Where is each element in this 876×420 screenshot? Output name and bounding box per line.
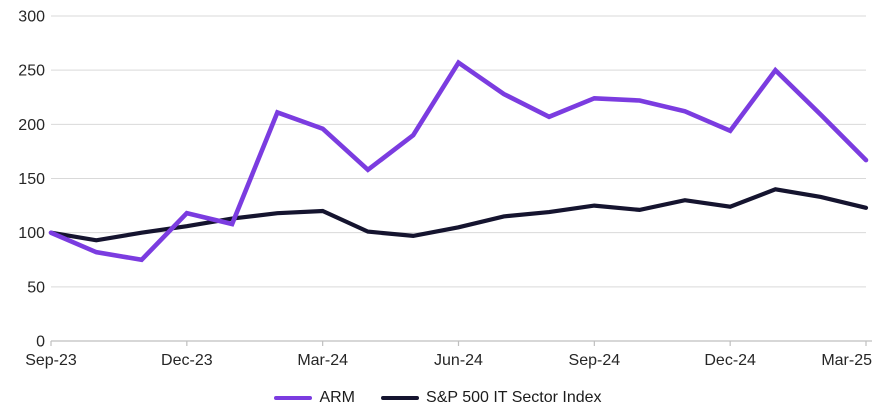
x-axis-tick-label: Sep-23 <box>25 352 77 369</box>
chart-plot-area: 0 50 100 150 200 250 300 Sep-23 Dec-23 Mar-24 Jun-… <box>18 9 872 370</box>
legend-label-sp500-it: S&P 500 IT Sector Index <box>426 389 602 406</box>
x-axis-tick-label: Dec-23 <box>161 352 213 369</box>
y-axis-tick-label: 50 <box>27 279 45 296</box>
legend-label-arm: ARM <box>319 389 356 406</box>
y-axis-tick-label: 300 <box>18 9 45 26</box>
chart-legend: ARM S&P 500 IT Sector Index <box>0 389 876 407</box>
y-axis-tick-label: 0 <box>36 334 45 351</box>
series-line-arm <box>48 59 869 263</box>
y-axis-tick-label: 150 <box>18 171 45 188</box>
x-axis-tick-label: Mar-25 <box>821 352 872 369</box>
y-axis-tick-label: 100 <box>18 225 45 242</box>
x-axis-tick-label: Jun-24 <box>434 352 483 369</box>
x-axis-tick-label: Mar-24 <box>297 352 348 369</box>
legend-item-arm: ARM <box>274 389 355 407</box>
y-axis-tick-label: 200 <box>18 117 45 134</box>
legend-item-sp500-it: S&P 500 IT Sector Index <box>381 389 602 407</box>
arm-line-swatch-icon <box>274 395 313 401</box>
y-axis-tick-label: 250 <box>18 63 45 80</box>
sp500-it-line-swatch-icon <box>381 395 420 401</box>
x-axis-tick-label: Sep-24 <box>569 352 621 369</box>
x-axis-tick-label: Dec-24 <box>704 352 756 369</box>
series-line-s-p-500-it-sector-index <box>48 187 869 243</box>
